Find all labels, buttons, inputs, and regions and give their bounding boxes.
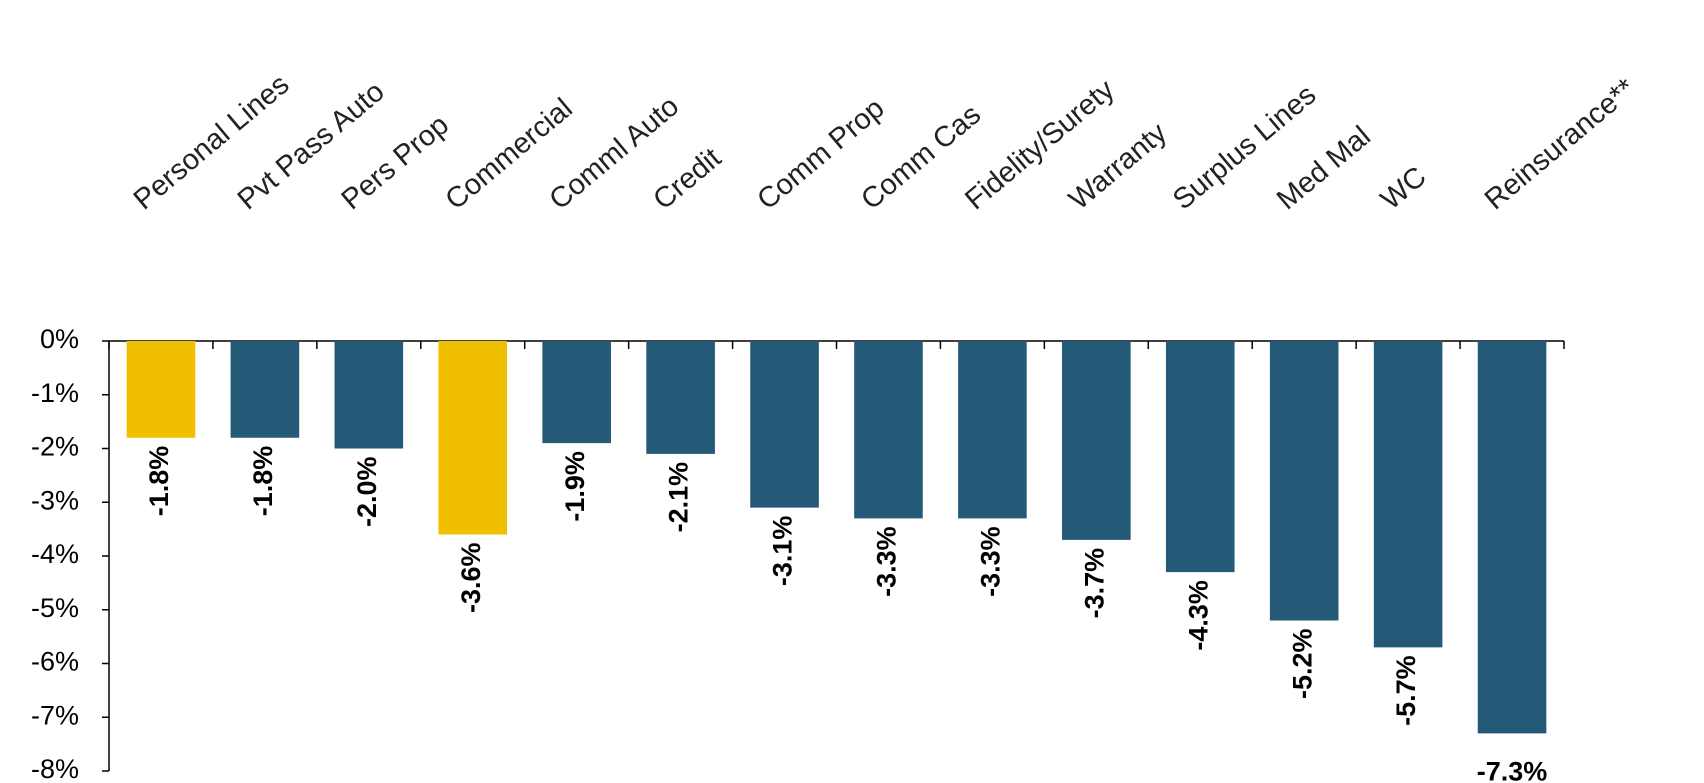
x-tick-label: Credit: [647, 142, 727, 216]
data-label: -3.3%: [976, 526, 1006, 597]
data-label: -4.3%: [1183, 580, 1213, 651]
y-tick-label: 0%: [40, 324, 79, 354]
data-label: -1.9%: [560, 451, 590, 522]
y-tick-label: -5%: [31, 593, 79, 623]
y-tick-label: -8%: [31, 754, 79, 783]
bar: [334, 341, 404, 449]
bar: [1477, 341, 1547, 734]
data-label: -2.1%: [664, 462, 694, 533]
y-tick-label: -3%: [31, 485, 79, 515]
x-tick-label: Reinsurance**: [1479, 73, 1642, 217]
data-label: -5.7%: [1391, 655, 1421, 726]
bar: [1165, 341, 1235, 573]
bar: [750, 341, 819, 508]
bar: [1062, 341, 1131, 540]
y-tick-label: -7%: [31, 700, 79, 730]
data-label: -7.3%: [1477, 757, 1548, 783]
data-label: -1.8%: [248, 446, 278, 517]
y-tick-label: -1%: [31, 378, 79, 408]
bar: [1269, 341, 1339, 621]
data-label: -3.3%: [872, 526, 902, 597]
bar: [542, 341, 611, 444]
data-label: -3.6%: [456, 543, 486, 614]
data-label: -2.0%: [352, 457, 382, 528]
data-label: -3.7%: [1079, 548, 1109, 619]
bar: [1373, 341, 1443, 648]
y-tick-label: -4%: [31, 539, 79, 569]
y-tick-label: -6%: [31, 647, 79, 677]
bar: [126, 341, 196, 438]
bar: [646, 341, 715, 454]
bar: [230, 341, 300, 438]
data-label: -1.8%: [144, 446, 174, 517]
data-label: -3.1%: [768, 516, 798, 587]
x-tick-label: WC: [1375, 161, 1433, 217]
bar: [958, 341, 1027, 519]
x-tick-label: Med Mal: [1271, 120, 1377, 216]
data-label: -5.2%: [1287, 629, 1317, 700]
y-tick-label: -2%: [31, 432, 79, 462]
bar: [854, 341, 923, 519]
bar: [438, 341, 508, 535]
